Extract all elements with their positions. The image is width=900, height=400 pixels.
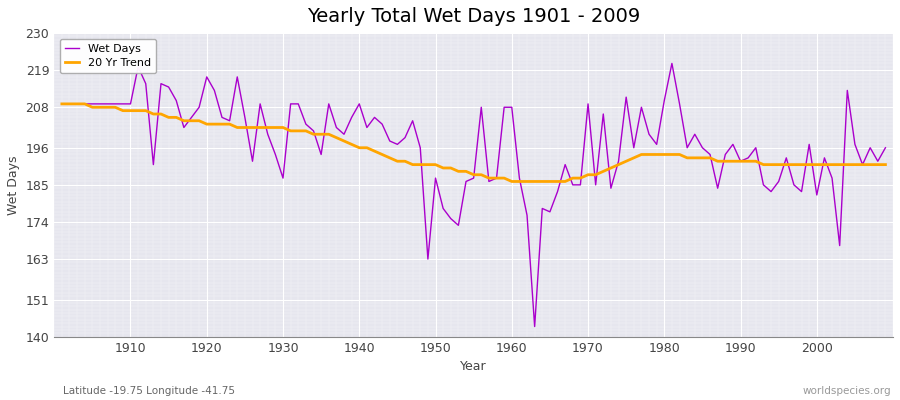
Wet Days (285, 102, 296, 106)
Wet Days (606, 186, 616, 191)
Wet Days (118, 102, 129, 106)
Wet Days (507, 105, 517, 110)
Legend: Wet Days, 20 Yr Trend: Wet Days, 20 Yr Trend (59, 39, 157, 73)
Wet Days (529, 324, 540, 329)
Text: worldspecies.org: worldspecies.org (803, 386, 891, 396)
20 Yr Trend (285, 128, 296, 133)
Text: Latitude -19.75 Longitude -41.75: Latitude -19.75 Longitude -41.75 (63, 386, 235, 396)
Wet Days (499, 105, 509, 110)
Line: Wet Days: Wet Days (62, 64, 886, 326)
20 Yr Trend (514, 179, 525, 184)
20 Yr Trend (606, 166, 616, 170)
Y-axis label: Wet Days: Wet Days (7, 155, 20, 214)
Wet Days (57, 102, 68, 106)
Wet Days (667, 61, 678, 66)
20 Yr Trend (57, 102, 68, 106)
X-axis label: Year: Year (460, 360, 487, 373)
Wet Days (331, 125, 342, 130)
20 Yr Trend (507, 179, 517, 184)
20 Yr Trend (331, 135, 342, 140)
Line: 20 Yr Trend: 20 Yr Trend (62, 104, 886, 182)
Wet Days (880, 145, 891, 150)
20 Yr Trend (499, 176, 509, 180)
20 Yr Trend (880, 162, 891, 167)
Title: Yearly Total Wet Days 1901 - 2009: Yearly Total Wet Days 1901 - 2009 (307, 7, 640, 26)
20 Yr Trend (118, 108, 129, 113)
